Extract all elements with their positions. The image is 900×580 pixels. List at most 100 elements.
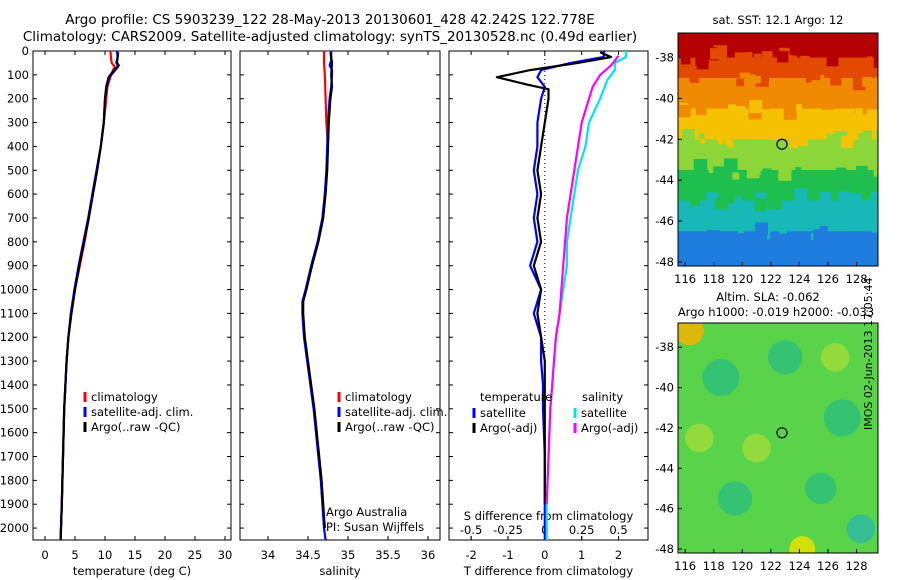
x-tick-label: 1 bbox=[578, 548, 585, 562]
sst-cell bbox=[874, 77, 878, 90]
sst-band bbox=[678, 77, 878, 110]
sla-blob bbox=[742, 433, 771, 463]
x-tick-label: 30 bbox=[218, 548, 233, 562]
sst-cell bbox=[813, 229, 826, 242]
map-x-tick-label: 124 bbox=[788, 272, 810, 286]
map-x-tick-label: 122 bbox=[760, 559, 782, 573]
sst-cell bbox=[855, 108, 863, 116]
map-title: Altim. SLA: -0.062 bbox=[716, 290, 820, 304]
s-axis-label: S difference from climatology bbox=[464, 509, 634, 523]
series-line bbox=[545, 55, 620, 505]
map-x-tick-label: 126 bbox=[817, 272, 839, 286]
map-body bbox=[678, 33, 878, 266]
sst-cell bbox=[736, 78, 745, 87]
map-x-tick-label: 118 bbox=[703, 272, 725, 286]
sst-cell bbox=[696, 57, 709, 70]
map-y-tick-label: -38 bbox=[655, 51, 674, 65]
series-line bbox=[322, 51, 330, 147]
sst-cell bbox=[800, 55, 810, 66]
title-line-1: Argo profile: CS 5903239_122 28-May-2013… bbox=[65, 12, 595, 28]
depth-tick-label: 1900 bbox=[0, 497, 29, 511]
x-tick-label: 2 bbox=[615, 548, 622, 562]
map-x-tick-label: 122 bbox=[760, 272, 782, 286]
sst-cell bbox=[732, 172, 740, 180]
sst-cell bbox=[796, 104, 802, 110]
legend-title-salinity: salinity bbox=[582, 390, 623, 404]
sla-blob bbox=[820, 343, 850, 372]
depth-tick-label: 1300 bbox=[0, 354, 29, 368]
sst-cell bbox=[776, 51, 789, 63]
map-y-tick-label: -38 bbox=[655, 340, 674, 354]
sst-cell bbox=[862, 77, 872, 87]
sst-cell bbox=[835, 231, 845, 241]
plot-frame bbox=[239, 50, 441, 541]
sst-cell bbox=[718, 138, 724, 145]
depth-tick-label: 2000 bbox=[0, 521, 29, 535]
sst-cell bbox=[733, 106, 746, 118]
sst-cell bbox=[772, 134, 779, 141]
sst-cell bbox=[871, 220, 878, 233]
sst-cell bbox=[689, 73, 700, 83]
sst-cell bbox=[734, 52, 747, 64]
depth-tick-label: 700 bbox=[7, 211, 29, 225]
legend-label: Argo(-adj) bbox=[581, 421, 638, 435]
sla-blob bbox=[846, 514, 876, 544]
legend-label: climatology bbox=[345, 390, 412, 404]
annotation-text: PI: Susan Wijffels bbox=[326, 520, 424, 534]
sst-cell bbox=[714, 197, 726, 209]
sst-cell bbox=[754, 53, 762, 61]
sst-cell bbox=[678, 104, 691, 118]
map-frame bbox=[677, 32, 879, 267]
sst-cell bbox=[680, 54, 691, 65]
sst-cell bbox=[777, 224, 787, 234]
map-y-tick-label: -40 bbox=[655, 91, 674, 105]
map-x-tick-label: 124 bbox=[788, 559, 810, 573]
sst-cell bbox=[728, 104, 737, 113]
argo-position-marker bbox=[776, 427, 788, 439]
x-tick-label: 36 bbox=[421, 548, 436, 562]
sst-cell bbox=[749, 100, 763, 114]
sla-blob bbox=[702, 358, 740, 397]
sla-blob bbox=[823, 399, 861, 437]
plot-frame bbox=[32, 50, 232, 541]
depth-tick-label: 1200 bbox=[0, 330, 29, 344]
series-line bbox=[528, 51, 605, 540]
sst-cell bbox=[718, 170, 727, 179]
sst-cell bbox=[877, 59, 878, 67]
sst-cell bbox=[778, 167, 792, 181]
sst-cell bbox=[867, 198, 873, 205]
map-x-tick-label: 128 bbox=[846, 272, 868, 286]
legend-label: satellite-adj. clim. bbox=[345, 405, 447, 419]
title-line-2: Climatology: CARS2009. Satellite-adjuste… bbox=[22, 29, 638, 45]
map-x-tick-label: 126 bbox=[817, 559, 839, 573]
depth-tick-label: 0 bbox=[22, 44, 29, 58]
map-y-tick-label: -42 bbox=[655, 132, 674, 146]
depth-tick-label: 1600 bbox=[0, 426, 29, 440]
sla-blob bbox=[789, 536, 816, 553]
x-tick-label: 10 bbox=[98, 548, 113, 562]
argo-position-marker bbox=[776, 138, 788, 150]
depth-tick-label: 200 bbox=[7, 92, 29, 106]
depth-tick-label: 800 bbox=[7, 235, 29, 249]
sla-blob bbox=[718, 481, 753, 516]
sst-cell bbox=[794, 188, 808, 202]
map-y-tick-label: -46 bbox=[655, 214, 674, 228]
legend-label: satellite bbox=[581, 406, 627, 420]
sst-cell bbox=[756, 192, 766, 202]
depth-tick-label: 500 bbox=[7, 163, 29, 177]
sst-cell bbox=[739, 169, 751, 181]
annotation-text: Argo Australia bbox=[326, 505, 407, 519]
sst-cell bbox=[753, 76, 761, 84]
sla-blob bbox=[678, 323, 704, 346]
sst-cell bbox=[819, 192, 831, 204]
sst-cell bbox=[699, 137, 705, 143]
map-x-tick-label: 116 bbox=[674, 559, 696, 573]
series-line bbox=[59, 52, 120, 541]
sst-cell bbox=[786, 54, 793, 62]
s-tick-label: -0.5 bbox=[460, 523, 482, 537]
depth-tick-label: 100 bbox=[7, 68, 29, 82]
sst-cell bbox=[788, 55, 798, 64]
legend-label: Argo(..raw -QC) bbox=[91, 420, 181, 434]
sst-cell bbox=[873, 169, 878, 177]
